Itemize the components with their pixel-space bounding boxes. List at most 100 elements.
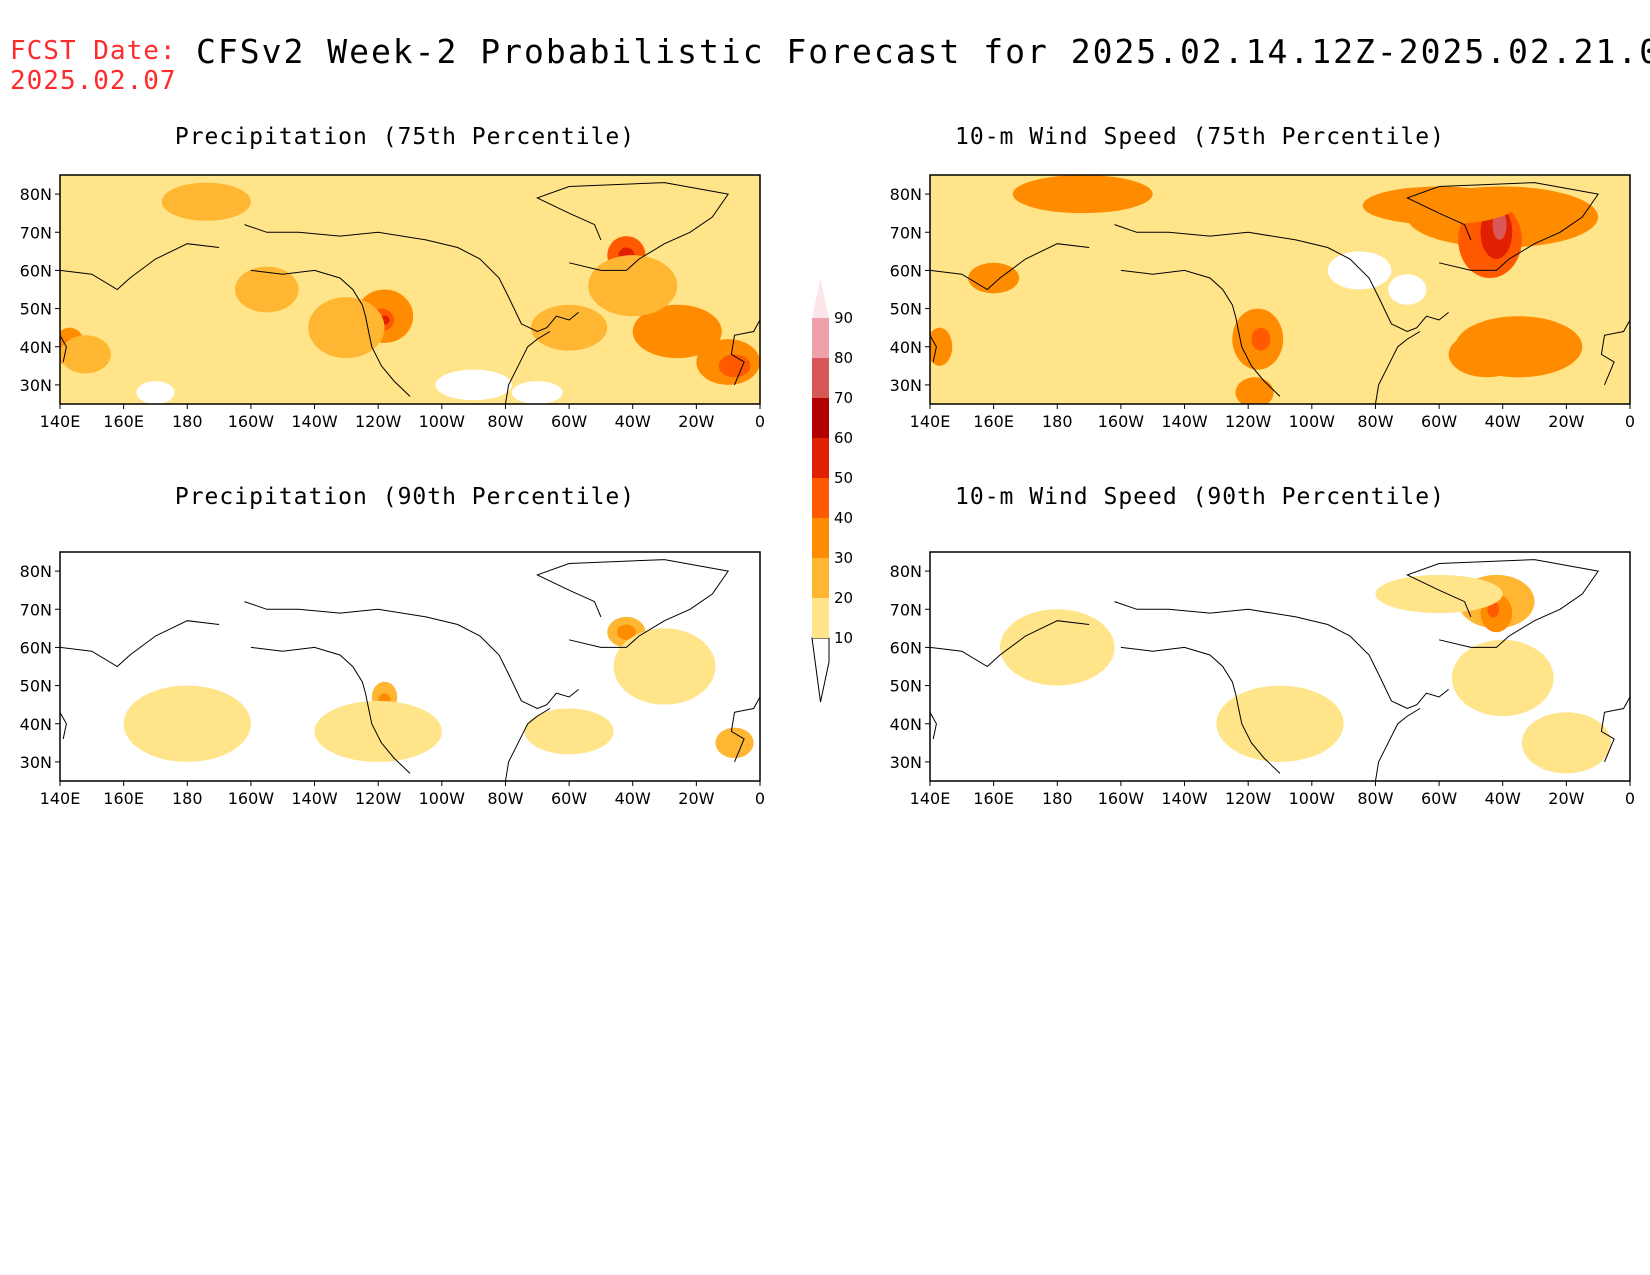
x-tick-label: 160W [1098, 789, 1145, 808]
coastline [1114, 601, 1449, 710]
shading-layer [60, 175, 760, 404]
x-tick-label: 120W [355, 412, 402, 431]
map-frame [59, 551, 761, 782]
y-tick-label: 30N [20, 753, 52, 772]
x-tick-label: 20W [678, 789, 714, 808]
colorbar-bin [812, 558, 829, 598]
panel-title-precip-75: Precipitation (75th Percentile) [174, 124, 636, 150]
probability-contour [308, 297, 385, 359]
probability-contour [1216, 685, 1344, 762]
x-tick-label: 20W [678, 412, 714, 431]
coastline [60, 335, 67, 363]
x-tick-label: 60W [551, 789, 587, 808]
main-title: CFSv2 Week-2 Probabilistic Forecast for … [196, 32, 1650, 71]
coastline [244, 224, 579, 333]
map-panel-wind-90: 140E 160E 180 160W 140W 120W 100W 80W 60W 40W 20W 0… [890, 551, 1635, 808]
x-tick-label: 80W [1357, 789, 1393, 808]
coastline [250, 269, 411, 397]
colorbar-label: 60 [834, 429, 853, 447]
x-tick-label: 80W [487, 789, 523, 808]
fcst-date-value: 2025.02.07 [10, 66, 177, 96]
probability-contour [235, 266, 299, 313]
shading-layer [60, 552, 760, 781]
colorbar-bin [812, 518, 829, 558]
probability-contour [968, 262, 1020, 294]
y-tick-label: 80N [890, 562, 922, 581]
probability-contour [1235, 377, 1274, 404]
x-tick-label: 120W [1225, 412, 1272, 431]
probability-contour [524, 708, 614, 755]
coastline [1375, 331, 1421, 404]
low-probability-area [511, 381, 563, 404]
probability-contour [1012, 175, 1153, 214]
x-tick-label: 180 [172, 789, 203, 808]
colorbar-bin [812, 478, 829, 518]
x-tick-label: 180 [1042, 789, 1073, 808]
x-tick-label: 140W [291, 412, 338, 431]
x-tick-label: 160E [103, 412, 144, 431]
x-tick-label: 140W [1161, 789, 1208, 808]
map-frame [59, 174, 761, 405]
x-tick-label: 160W [228, 412, 275, 431]
map-panel-wind-75: 140E 160E 180 160W 140W 120W 100W 80W 60W 40W 20W 0… [890, 174, 1635, 431]
map-panel-precip-75: 140E 160E 180 160W 140W 120W 100W 80W 60W 40W 20W 0… [20, 174, 765, 431]
x-tick-label: 160E [973, 412, 1014, 431]
map-panel-precip-90: 140E 160E 180 160W 140W 120W 100W 80W 60W 40W 20W 0… [20, 551, 765, 808]
x-tick-label: 180 [172, 412, 203, 431]
probability-contour [1251, 327, 1271, 351]
y-tick-label: 70N [890, 600, 922, 619]
coastline [244, 601, 579, 710]
panel-title-wind-75: 10-m Wind Speed (75th Percentile) [955, 124, 1445, 150]
x-tick-label: 20W [1548, 789, 1584, 808]
coastline [1406, 559, 1600, 648]
y-tick-label: 40N [20, 338, 52, 357]
x-tick-label: 140W [1161, 412, 1208, 431]
coastline [1114, 224, 1449, 333]
coastline [930, 620, 1090, 668]
panel-title-wind-90: 10-m Wind Speed (90th Percentile) [955, 484, 1445, 510]
coastline [730, 319, 760, 386]
colorbar-label: 20 [834, 589, 853, 607]
probability-contour [715, 727, 754, 759]
probability-contour [613, 628, 716, 705]
colorbar-label: 70 [834, 389, 853, 407]
y-tick-label: 40N [20, 715, 52, 734]
y-tick-label: 60N [20, 261, 52, 280]
x-tick-label: 100W [419, 789, 466, 808]
x-tick-label: 80W [487, 412, 523, 431]
colorbar-bin [812, 318, 829, 358]
x-tick-label: 40W [1485, 412, 1521, 431]
coastline [1120, 646, 1281, 774]
x-tick-label: 100W [1289, 789, 1336, 808]
probability-contour [1000, 609, 1115, 686]
colorbar-label: 30 [834, 549, 853, 567]
x-tick-label: 80W [1357, 412, 1393, 431]
colorbar-label: 10 [834, 629, 853, 647]
y-tick-label: 80N [20, 185, 52, 204]
x-tick-label: 20W [1548, 412, 1584, 431]
x-tick-label: 120W [355, 789, 402, 808]
colorbar-label: 40 [834, 509, 853, 527]
x-tick-label: 100W [1289, 412, 1336, 431]
low-probability-area [136, 381, 175, 404]
probability-contour [1362, 186, 1516, 225]
colorbar-bin [812, 358, 829, 398]
y-tick-label: 70N [20, 600, 52, 619]
probability-contour [1375, 574, 1503, 614]
coastline [505, 331, 551, 404]
coastline [1375, 708, 1421, 781]
x-tick-label: 40W [615, 412, 651, 431]
coastline [60, 243, 220, 291]
x-tick-label: 40W [615, 789, 651, 808]
panel-title-precip-90: Precipitation (90th Percentile) [174, 484, 636, 510]
x-tick-label: 180 [1042, 412, 1073, 431]
x-tick-label: 60W [551, 412, 587, 431]
map-frame [929, 551, 1631, 782]
x-tick-label: 160W [1098, 412, 1145, 431]
colorbar-bin [812, 598, 829, 638]
colorbar-bin [812, 278, 829, 318]
map-frame [929, 174, 1631, 405]
low-probability-area [1327, 251, 1392, 290]
y-tick-label: 40N [890, 338, 922, 357]
